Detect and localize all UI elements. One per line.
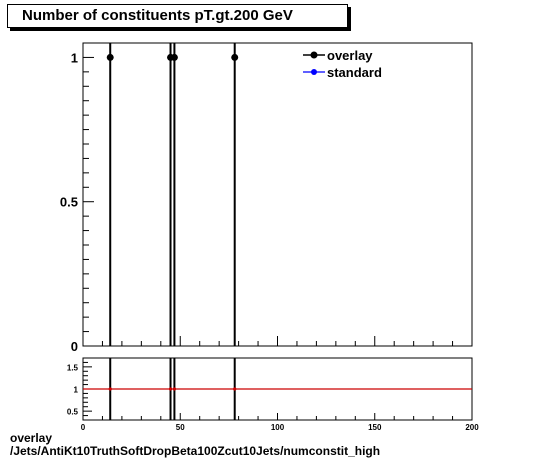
main-x-axis (82, 336, 473, 346)
ratio-x-tick-label: 200 (465, 423, 479, 432)
point-overlay (231, 53, 239, 61)
chart-title: Number of constituents pT.gt.200 GeV (7, 4, 348, 28)
footer-caption: overlay /Jets/AntiKt10TruthSoftDropBeta1… (10, 432, 380, 458)
ratio-y-tick-label: 0.5 (67, 408, 79, 417)
main-plot-frame (82, 42, 473, 347)
ratio-plot-marks (83, 358, 472, 420)
y-tick-label: 0 (71, 339, 78, 354)
main-y-axis: 00.51 (60, 42, 94, 354)
legend: overlay standard (303, 48, 382, 80)
y-tick-label: 1 (71, 50, 78, 65)
legend-entry-standard: standard (303, 65, 382, 80)
ratio-x-axis: 0 50 100 150 200 (81, 413, 479, 432)
ratio-x-tick-label: 50 (176, 423, 185, 432)
legend-label-standard: standard (327, 65, 382, 80)
ratio-point (233, 387, 237, 391)
main-plot-marks (106, 43, 239, 346)
ratio-x-tick-label: 150 (368, 423, 382, 432)
ratio-point (172, 387, 177, 391)
y-tick-label: 0.5 (60, 195, 78, 210)
legend-label-overlay: overlay (327, 48, 373, 63)
ratio-y-tick-label: 1 (74, 386, 79, 395)
ratio-x-tick-label: 100 (271, 423, 285, 432)
ratio-point (108, 387, 112, 391)
point-overlay (170, 53, 178, 61)
ratio-x-tick-label: 0 (81, 423, 86, 432)
ratio-y-axis: 0.5 1 1.5 (67, 357, 92, 417)
footer-line-1: overlay (10, 431, 53, 445)
point-overlay (106, 53, 114, 61)
main-frame-rect (82, 42, 473, 347)
ratio-y-tick-label: 1.5 (67, 363, 79, 372)
ratio-point (168, 387, 173, 391)
legend-entry-overlay: overlay (303, 48, 373, 63)
footer-line-2: /Jets/AntiKt10TruthSoftDropBeta100Zcut10… (10, 444, 381, 458)
